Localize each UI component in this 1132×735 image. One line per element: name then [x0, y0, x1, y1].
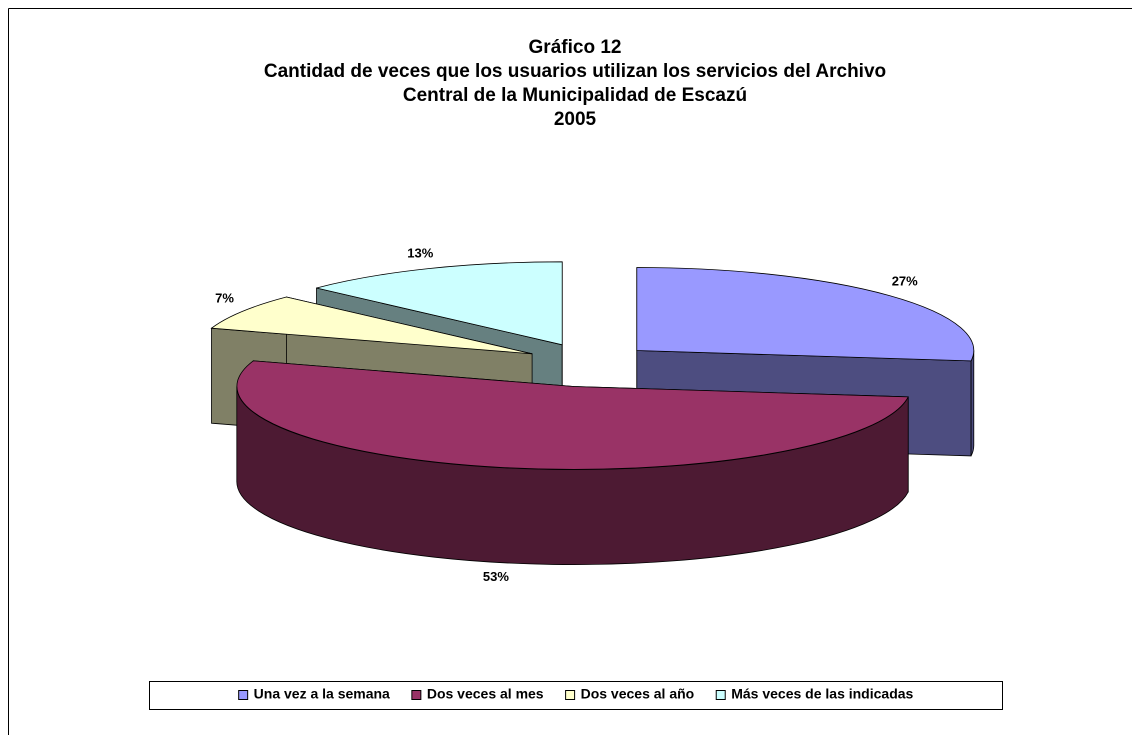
chart-title: Cantidad de veces que los usuarios utili… [264, 61, 886, 82]
legend-swatch [565, 690, 576, 700]
slice [236, 360, 909, 470]
legend-label: Dos veces al año [581, 686, 695, 702]
pie: 27% 53% 7% 13% [210, 246, 975, 584]
legend-swatch [715, 690, 726, 700]
data-label: 53% [483, 569, 509, 584]
data-label: 7% [215, 290, 234, 305]
slice-wall [970, 350, 975, 457]
legend-label: Más veces de las indicadas [731, 686, 913, 702]
legend-label: Una vez a la semana [254, 686, 390, 702]
data-label: 27% [892, 274, 918, 289]
legend-swatch [411, 690, 422, 700]
legend: Una vez a la semana Dos veces al mes Dos v… [238, 686, 914, 702]
legend-swatch [238, 690, 249, 700]
slice [636, 267, 975, 362]
slice [210, 296, 533, 355]
chart-title: Central de la Municipalidad de Escazú [403, 85, 747, 106]
slice [316, 261, 563, 346]
data-label: 13% [407, 246, 433, 261]
chart-title: Gráfico 12 [529, 37, 622, 58]
chart-title: 2005 [554, 109, 597, 130]
legend-box [149, 681, 1003, 710]
legend-label: Dos veces al mes [427, 686, 544, 702]
